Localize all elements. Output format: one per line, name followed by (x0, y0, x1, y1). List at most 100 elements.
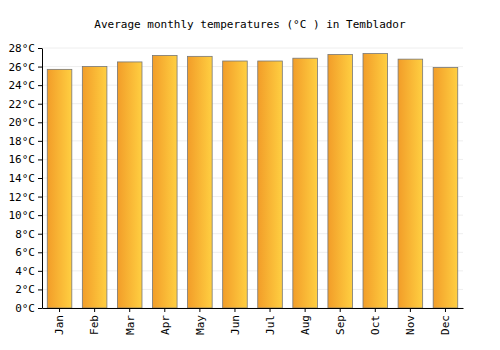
y-tick-label: 6°C (15, 246, 35, 259)
x-tick: Dec (439, 308, 452, 335)
y-tick: 4°C (15, 265, 42, 278)
y-axis-line (42, 49, 43, 309)
y-tick-label: 10°C (9, 209, 36, 222)
y-tick-mark (38, 67, 42, 68)
x-tick: Oct (369, 308, 382, 335)
x-tick: Apr (159, 308, 172, 335)
bar (153, 55, 178, 308)
x-tick-label: Jul (264, 315, 277, 335)
x-tick: Jan (53, 308, 66, 335)
y-tick-mark (38, 271, 42, 272)
y-tick: 10°C (9, 209, 43, 222)
x-tick-label: Jun (229, 315, 242, 335)
bar (258, 61, 283, 308)
y-tick: 22°C (9, 98, 43, 111)
grid-line (42, 48, 463, 49)
y-tick-label: 0°C (15, 302, 35, 315)
y-tick-mark (38, 159, 42, 160)
x-tick-label: Jan (53, 315, 66, 335)
x-tick-label: Feb (88, 315, 101, 335)
y-tick-label: 8°C (15, 228, 35, 241)
y-tick-label: 18°C (9, 135, 36, 148)
x-tick-mark (445, 308, 446, 312)
y-tick-mark (38, 252, 42, 253)
x-tick-label: May (194, 315, 207, 335)
x-tick-mark (234, 308, 235, 312)
x-tick-mark (410, 308, 411, 312)
y-tick-mark (38, 289, 42, 290)
x-tick-mark (375, 308, 376, 312)
bar (223, 61, 248, 308)
x-tick-mark (340, 308, 341, 312)
x-tick-mark (129, 308, 130, 312)
x-tick-mark (94, 308, 95, 312)
y-tick: 6°C (15, 246, 42, 259)
x-tick-label: Nov (404, 315, 417, 335)
x-tick: Jun (229, 308, 242, 335)
x-tick: May (194, 308, 207, 335)
y-tick-label: 12°C (9, 191, 36, 204)
y-tick: 16°C (9, 153, 43, 166)
y-tick: 14°C (9, 172, 43, 185)
x-tick: Jul (264, 308, 277, 335)
title: Average monthly temperatures (°C ) in Te… (94, 18, 406, 31)
plot: 0°C 2°C 4°C 6°C 8°C 10°C 12°C 14°C 16°C 18°C 20°C 2… (9, 42, 464, 335)
x-tick-mark (305, 308, 306, 312)
x-tick-label: Apr (159, 315, 172, 335)
y-tick-mark (38, 215, 42, 216)
x-tick-mark (59, 308, 60, 312)
bar (328, 55, 353, 309)
bar (433, 68, 458, 309)
chart: Average monthly temperatures (°C ) in Te… (0, 0, 500, 350)
bar (82, 67, 107, 308)
y-tick: 18°C (9, 135, 43, 148)
x-tick-mark (164, 308, 165, 312)
x-tick: Feb (88, 308, 101, 335)
y-axis: 0°C 2°C 4°C 6°C 8°C 10°C 12°C 14°C 16°C 18°C 20°C 2… (9, 42, 43, 315)
y-tick-label: 28°C (9, 42, 36, 55)
x-tick-label: Sep (334, 315, 347, 335)
y-tick: 26°C (9, 61, 43, 74)
bar (363, 54, 388, 308)
bar (47, 69, 72, 308)
y-tick-label: 22°C (9, 98, 36, 111)
y-tick-mark (38, 178, 42, 179)
y-tick-label: 20°C (9, 116, 36, 129)
y-tick: 28°C (9, 42, 43, 55)
x-axis-line (43, 308, 464, 309)
x-tick: Mar (124, 308, 137, 335)
y-tick-mark (38, 85, 42, 86)
x-tick-mark (270, 308, 271, 312)
bar (117, 62, 142, 308)
y-tick-label: 2°C (15, 283, 35, 296)
x-tick: Nov (404, 308, 417, 335)
y-tick: 12°C (9, 191, 43, 204)
bar (188, 56, 213, 308)
bar (398, 59, 423, 308)
bars (47, 54, 457, 308)
grid (42, 48, 463, 308)
y-tick-mark (38, 122, 42, 123)
y-tick-mark (38, 48, 42, 49)
x-tick-label: Oct (369, 315, 382, 335)
x-tick: Sep (334, 308, 347, 335)
y-tick: 2°C (15, 283, 42, 296)
y-tick-mark (38, 141, 42, 142)
x-tick-label: Dec (439, 315, 452, 335)
y-tick-mark (38, 308, 42, 309)
y-tick-mark (38, 234, 42, 235)
x-tick-mark (199, 308, 200, 312)
bar (293, 58, 318, 308)
y-tick: 24°C (9, 79, 43, 92)
y-tick-label: 24°C (9, 79, 36, 92)
y-tick-label: 26°C (9, 61, 36, 74)
x-tick-label: Aug (299, 315, 312, 335)
y-tick: 20°C (9, 116, 43, 129)
y-tick-label: 14°C (9, 172, 36, 185)
y-tick-label: 16°C (9, 153, 36, 166)
x-tick: Aug (299, 308, 312, 335)
x-axis: Jan Feb Mar Apr May Jun Jul Aug Sep Oct Nov Dec (43, 308, 464, 335)
y-tick-mark (38, 197, 42, 198)
y-tick-label: 4°C (15, 265, 35, 278)
y-tick: 8°C (15, 228, 42, 241)
